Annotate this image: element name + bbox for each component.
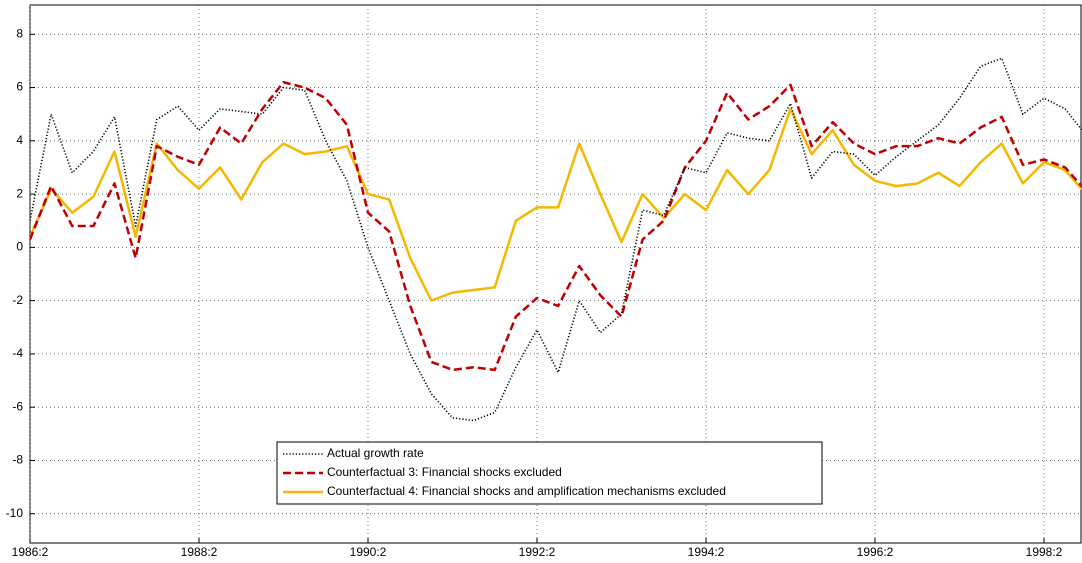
legend-label: Counterfactual 4: Financial shocks and a… [327,484,726,498]
series-line [30,57,1082,422]
legend-box [276,441,823,505]
series-line [30,80,1082,372]
y-tick-label: -8 [12,453,23,467]
y-tick-label: -6 [12,399,23,413]
legend: Actual growth rate Counterfactual 3: Fina… [276,441,823,505]
legend-label: Counterfactual 3: Financial shocks exclu… [327,465,562,479]
lines [30,57,1082,422]
axes: -10 -8 -6 -4 -2 0 2 4 6 8 1986:2 1988:2 1990:2 1992:2… [6,26,1063,559]
x-tick-label: 1992:2 [519,545,556,559]
series-line [30,107,1082,302]
y-tick-label: 2 [16,186,23,200]
x-tick-label: 1998:2 [1026,545,1063,559]
x-tick-label: 1996:2 [857,545,894,559]
x-tick-label: 1988:2 [181,545,218,559]
y-tick-label: -10 [6,506,24,520]
x-tick-label: 1986:2 [12,545,49,559]
y-tick-label: 8 [16,26,23,40]
x-tick-label: 1994:2 [688,545,725,559]
y-tick-label: -2 [12,293,23,307]
y-tick-label: 4 [16,133,23,147]
x-tick-label: 1990:2 [350,545,387,559]
y-tick-label: 6 [16,80,23,94]
y-tick-label: -4 [12,346,23,360]
y-tick-label: 0 [16,240,23,254]
legend-label: Actual growth rate [327,446,424,460]
